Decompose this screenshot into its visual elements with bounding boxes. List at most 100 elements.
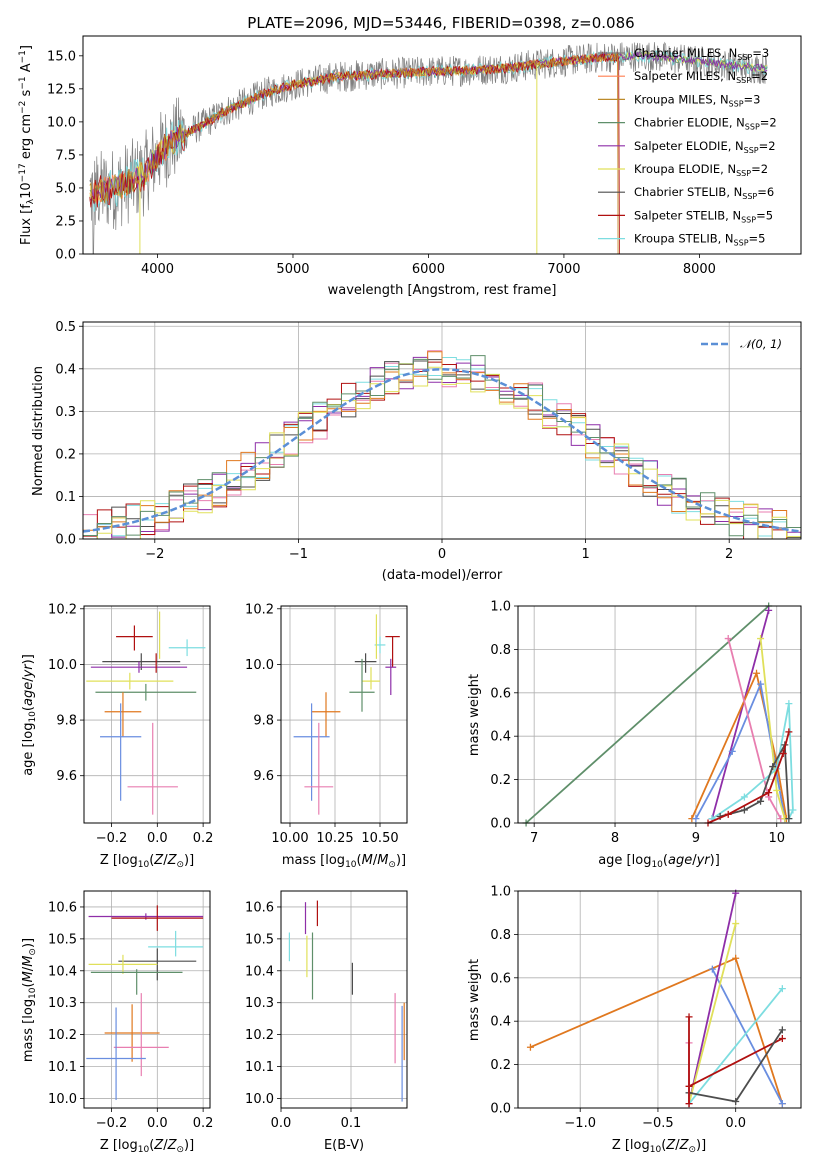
weight-vs-age-axes-frame bbox=[517, 605, 802, 824]
weight-vs-Z-grid bbox=[518, 890, 801, 1109]
residuals-x-ticks: −2 −1 0 1 2 bbox=[145, 539, 733, 562]
y-tick-label: 10.0 bbox=[245, 658, 274, 673]
mass-vs-EBV-x-ticks: 0.0 0.1 bbox=[271, 1108, 362, 1131]
spectrum-x-ticks: 4000 5000 6000 7000 8000 bbox=[141, 254, 716, 277]
x-tick-label: 8000 bbox=[683, 262, 716, 277]
x-tick-label: 0.0 bbox=[147, 1116, 168, 1131]
x-tick-label: 0.0 bbox=[725, 1116, 746, 1131]
y-tick-label: 0.4 bbox=[55, 362, 76, 377]
legend-label: Kroupa MILES, NSSP=3 bbox=[634, 92, 760, 108]
weight-vs-age-x-ticks: 7 8 9 10 bbox=[530, 823, 785, 846]
errorbar-point bbox=[304, 722, 334, 815]
x-tick-label: 6000 bbox=[412, 262, 445, 277]
errorbar-point bbox=[116, 625, 153, 651]
age-vs-Z-xlabel: Z [log10(Z/Z⊙)] bbox=[100, 853, 194, 870]
observed-spectrum-line bbox=[89, 41, 768, 254]
x-tick-label: 10 bbox=[768, 831, 785, 846]
legend-label: Salpeter MILES, NSSP=2 bbox=[634, 69, 768, 85]
mass-vs-Z-plot-area bbox=[86, 905, 204, 1101]
age-vs-mass-panel: 10.00 10.25 10.50 9.6 9.8 10.0 10.2 mass [log… bbox=[245, 602, 408, 870]
y-tick-label: 10.4 bbox=[245, 964, 274, 979]
mass-vs-Z-ylabel: mass [log10(M/M⊙)] bbox=[21, 938, 38, 1062]
weight-point-marker bbox=[778, 1100, 786, 1108]
x-tick-label: 0.0 bbox=[147, 831, 168, 846]
x-tick-label: 0 bbox=[438, 547, 446, 562]
errorbar-point bbox=[148, 930, 204, 957]
errorbar-point bbox=[100, 703, 142, 801]
x-tick-label: 7000 bbox=[547, 262, 580, 277]
y-tick-label: 2.5 bbox=[55, 214, 76, 229]
mass-vs-Z-y-ticks: 10.0 10.1 10.2 10.3 10.4 10.5 10.6 bbox=[48, 900, 84, 1107]
weight-series bbox=[708, 965, 786, 1108]
weight-point-marker bbox=[732, 1097, 740, 1105]
mass-vs-Z-xlabel: Z [log10(Z/Z⊙)] bbox=[100, 1138, 194, 1155]
errorbar-point bbox=[104, 692, 142, 737]
x-tick-label: 10.25 bbox=[316, 831, 353, 846]
weight-point-marker bbox=[765, 606, 773, 614]
weight-point-marker bbox=[765, 789, 773, 797]
weight-point-marker bbox=[778, 985, 786, 993]
weight-point-marker bbox=[757, 680, 765, 688]
weight-point-marker bbox=[778, 1026, 786, 1034]
y-tick-label: 9.6 bbox=[56, 769, 77, 784]
age-vs-Z-axes-frame bbox=[83, 605, 211, 824]
y-tick-label: 10.2 bbox=[48, 1028, 77, 1043]
y-tick-label: 1.0 bbox=[490, 885, 511, 900]
weight-point-marker bbox=[740, 806, 748, 814]
x-tick-label: −0.2 bbox=[96, 1116, 128, 1131]
spectrum-axes-frame bbox=[82, 35, 802, 255]
y-tick-label: 1.0 bbox=[490, 600, 511, 615]
legend-label: Chabrier ELODIE, NSSP=2 bbox=[634, 116, 777, 132]
errorbar-point bbox=[354, 653, 377, 673]
mass-vs-EBV-xlabel: E(B-V) bbox=[324, 1138, 364, 1153]
errorbar-point bbox=[86, 1007, 146, 1101]
figure-title: PLATE=2096, MJD=53446, FIBERID=0398, z=0… bbox=[247, 14, 634, 32]
y-tick-label: 0.2 bbox=[490, 773, 511, 788]
y-tick-label: 10.5 bbox=[48, 932, 77, 947]
legend-label: Salpeter STELIB, NSSP=5 bbox=[634, 208, 773, 224]
y-tick-label: 0.5 bbox=[55, 320, 76, 335]
y-tick-label: 9.6 bbox=[253, 769, 274, 784]
errorbar-point bbox=[88, 913, 204, 920]
y-tick-label: 0.1 bbox=[55, 490, 76, 505]
residuals-plot-area bbox=[83, 350, 801, 539]
errorbar-point bbox=[95, 683, 197, 701]
weight-series-line bbox=[525, 605, 770, 824]
residuals-legend: 𝒩(0, 1) bbox=[701, 337, 782, 351]
mass-vs-EBV-axes-frame bbox=[280, 890, 408, 1109]
legend-label: Chabrier STELIB, NSSP=6 bbox=[634, 185, 774, 201]
spectrum-y-ticks: 0.0 2.5 5.0 7.5 10.0 12.5 15.0 bbox=[47, 49, 83, 263]
age-vs-Z-x-ticks: −0.2 0.0 0.2 bbox=[96, 823, 213, 846]
weight-series-line bbox=[711, 968, 784, 1105]
weight-vs-age-plot-area bbox=[522, 602, 797, 827]
spectrum-plot-area bbox=[89, 41, 768, 254]
weight-series-line bbox=[711, 703, 794, 820]
weight-point-marker bbox=[773, 786, 781, 794]
y-tick-label: 0.8 bbox=[490, 643, 511, 658]
residuals-ylabel: Normed distribution bbox=[31, 366, 46, 496]
age-vs-mass-y-ticks: 9.6 9.8 10.0 10.2 bbox=[245, 602, 281, 784]
y-tick-label: 15.0 bbox=[47, 49, 76, 64]
y-tick-label: 0.3 bbox=[55, 405, 76, 420]
mass-vs-EBV-y-ticks: 10.0 10.1 10.2 10.3 10.4 10.5 10.6 bbox=[245, 900, 281, 1107]
x-tick-label: 8 bbox=[611, 831, 619, 846]
weight-vs-age-panel: 7 8 9 10 0.0 0.2 0.4 0.6 0.8 1.0 age [log10(age/… bbox=[467, 600, 802, 870]
mass-vs-Z-panel: −0.2 0.0 0.2 10.010.110.210.310.410.510.6 … bbox=[21, 890, 213, 1155]
x-tick-label: 0.1 bbox=[341, 1116, 362, 1131]
weight-point-marker bbox=[757, 797, 765, 805]
age-vs-Z-grid bbox=[84, 606, 210, 823]
weight-point-marker bbox=[724, 810, 732, 818]
age-vs-mass-xlabel: mass [log10(M/M⊙)] bbox=[282, 853, 406, 870]
errorbar-point bbox=[90, 969, 183, 995]
weight-series-line bbox=[688, 988, 783, 1105]
weight-vs-Z-xlabel: Z [log10(Z/Z⊙)] bbox=[612, 1138, 706, 1155]
weight-point-marker bbox=[740, 793, 748, 801]
residuals-xlabel: (data-model)/error bbox=[382, 568, 503, 583]
age-vs-mass-grid bbox=[281, 606, 407, 823]
y-tick-label: 10.0 bbox=[47, 115, 76, 130]
errorbar-point bbox=[88, 954, 158, 974]
mass-vs-EBV-plot-area bbox=[288, 900, 405, 1102]
mass-vs-EBV-panel: 0.0 0.1 10.0 10.1 10.2 10.3 10.4 10.5 10.6 E(B-… bbox=[245, 890, 408, 1153]
y-tick-label: 10.1 bbox=[48, 1060, 77, 1075]
errorbar-point bbox=[293, 703, 330, 801]
